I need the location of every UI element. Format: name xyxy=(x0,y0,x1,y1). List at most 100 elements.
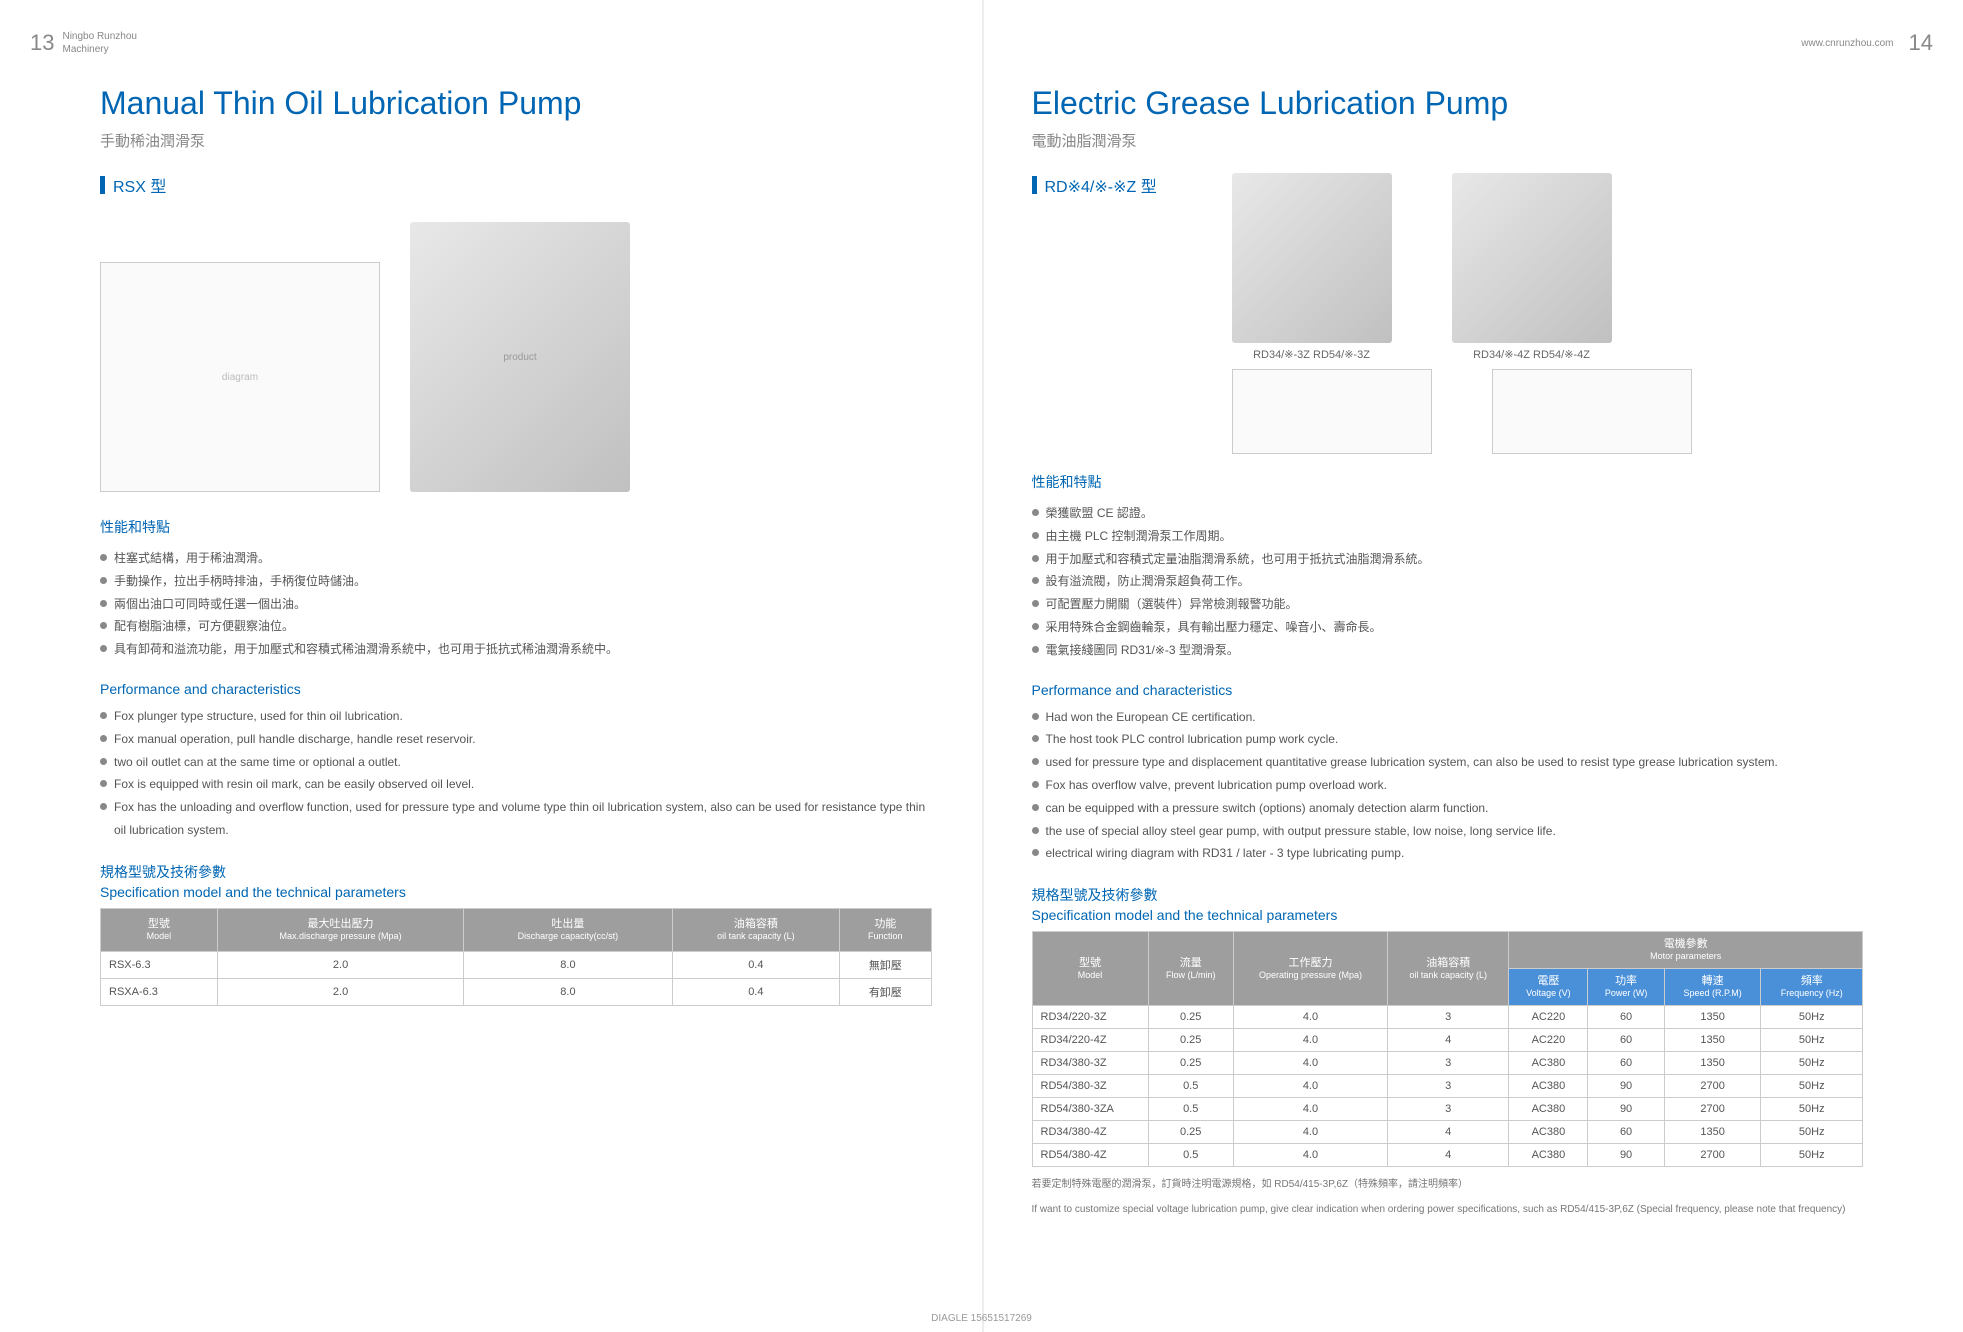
table-cell: 8.0 xyxy=(464,951,672,978)
product-col-1: RD34/※-3Z RD54/※-3Z xyxy=(1232,173,1392,361)
table-row: RD34/220-3Z0.254.03AC22060135050Hz xyxy=(1032,1006,1863,1029)
page-title-right: Electric Grease Lubrication Pump xyxy=(1032,85,1864,122)
list-item: Fox has the unloading and overflow funct… xyxy=(100,796,932,842)
table-header: 油箱容積oil tank capacity (L) xyxy=(672,908,840,951)
list-item: used for pressure type and displacement … xyxy=(1032,751,1864,774)
list-item: 電氣接綫圖同 RD31/※-3 型潤滑泵。 xyxy=(1032,639,1864,662)
table-cell: 1350 xyxy=(1664,1006,1761,1029)
table-cell: 0.5 xyxy=(1148,1144,1233,1167)
table-row: RSXA-6.32.08.00.4有卸壓 xyxy=(101,978,932,1005)
model-name-left: RSX 型 xyxy=(113,173,166,197)
technical-diagram-left: diagram xyxy=(100,262,380,492)
table-cell: 0.25 xyxy=(1148,1006,1233,1029)
table-header: 最大吐出壓力Max.discharge pressure (Mpa) xyxy=(217,908,463,951)
product-photo-1 xyxy=(1232,173,1392,343)
footnote-cn: 若要定制特殊電壓的潤滑泵，訂貨時注明電源規格，如 RD54/415-3P,6Z（… xyxy=(1032,1177,1864,1192)
table-cell: 90 xyxy=(1588,1144,1664,1167)
accent-bar-icon xyxy=(100,176,105,194)
catalog-spread: 13 Ningbo Runzhou Machinery Manual Thin … xyxy=(0,0,1963,1332)
table-header: 電機參數 Motor parameters xyxy=(1509,932,1863,969)
table-cell: RSX-6.3 xyxy=(101,951,218,978)
features-cn-list-left: 柱塞式結構，用于稀油潤滑。手動操作，拉出手柄時排油，手柄復位時儲油。兩個出油口可… xyxy=(100,547,932,661)
table-header: 吐出量Discharge capacity(cc/st) xyxy=(464,908,672,951)
table-cell: 50Hz xyxy=(1761,1006,1863,1029)
features-en-list-left: Fox plunger type structure, used for thi… xyxy=(100,705,932,842)
model-header-left: RSX 型 xyxy=(100,173,932,197)
table-cell: AC380 xyxy=(1509,1144,1588,1167)
table-cell: 60 xyxy=(1588,1052,1664,1075)
page-number-left: 13 xyxy=(30,30,54,56)
table-cell: RD54/380-3ZA xyxy=(1032,1098,1148,1121)
table-header: 流量 Flow (L/min) xyxy=(1148,932,1233,1006)
table-cell: 60 xyxy=(1588,1121,1664,1144)
table-cell: 0.25 xyxy=(1148,1029,1233,1052)
table-cell: 50Hz xyxy=(1761,1029,1863,1052)
table-cell: 0.4 xyxy=(672,951,840,978)
table-cell: AC380 xyxy=(1509,1098,1588,1121)
table-subheader: 功率Power (W) xyxy=(1588,969,1664,1006)
list-item: Had won the European CE certification. xyxy=(1032,706,1864,729)
table-cell: RD34/380-4Z xyxy=(1032,1121,1148,1144)
list-item: two oil outlet can at the same time or o… xyxy=(100,751,932,774)
list-item: 可配置壓力開關（選裝件）异常檢測報警功能。 xyxy=(1032,593,1864,616)
features-en-list-right: Had won the European CE certification.Th… xyxy=(1032,706,1864,866)
table-row: RSX-6.32.08.00.4無卸壓 xyxy=(101,951,932,978)
table-cell: 0.25 xyxy=(1148,1121,1233,1144)
table-subheader: 轉速Speed (R.P.M) xyxy=(1664,969,1761,1006)
table-cell: 90 xyxy=(1588,1075,1664,1098)
table-cell: 0.5 xyxy=(1148,1098,1233,1121)
list-item: electrical wiring diagram with RD31 / la… xyxy=(1032,842,1864,865)
table-cell: 50Hz xyxy=(1761,1144,1863,1167)
table-cell: 4.0 xyxy=(1233,1098,1387,1121)
table-cell: 有卸壓 xyxy=(840,978,931,1005)
spec-cn-header-left: 規格型號及技術參數 xyxy=(100,862,932,882)
table-cell: 4.0 xyxy=(1233,1075,1387,1098)
list-item: 柱塞式結構，用于稀油潤滑。 xyxy=(100,547,932,570)
table-cell: 50Hz xyxy=(1761,1121,1863,1144)
company-name: Ningbo Runzhou Machinery xyxy=(62,30,137,56)
technical-diagram-r2 xyxy=(1492,369,1692,454)
table-cell: 60 xyxy=(1588,1006,1664,1029)
table-cell: 4 xyxy=(1388,1121,1509,1144)
table-row: RD34/220-4Z0.254.04AC22060135050Hz xyxy=(1032,1029,1863,1052)
table-cell: AC220 xyxy=(1509,1006,1588,1029)
product-label-1: RD34/※-3Z RD54/※-3Z xyxy=(1232,348,1392,361)
table-cell: 0.5 xyxy=(1148,1075,1233,1098)
table-cell: RD34/220-3Z xyxy=(1032,1006,1148,1029)
features-cn-list-right: 榮獲歐盟 CE 認證。由主機 PLC 控制潤滑泵工作周期。用于加壓式和容積式定量… xyxy=(1032,502,1864,662)
table-cell: 4 xyxy=(1388,1144,1509,1167)
features-cn-header-left: 性能和特點 xyxy=(100,517,932,537)
table-cell: 無卸壓 xyxy=(840,951,931,978)
table-header: 型號Model xyxy=(101,908,218,951)
table-subheader: 頻率Frequency (Hz) xyxy=(1761,969,1863,1006)
table-cell: 4.0 xyxy=(1233,1052,1387,1075)
footer-code: DIAGLE 15651517269 xyxy=(931,1313,1032,1324)
page-number-right: 14 xyxy=(1909,30,1933,56)
table-row: RD34/380-4Z0.254.04AC38060135050Hz xyxy=(1032,1121,1863,1144)
table-cell: 50Hz xyxy=(1761,1098,1863,1121)
table-cell: RSXA-6.3 xyxy=(101,978,218,1005)
table-cell: AC220 xyxy=(1509,1029,1588,1052)
table-cell: 1350 xyxy=(1664,1052,1761,1075)
table-row: RD34/380-3Z0.254.03AC38060135050Hz xyxy=(1032,1052,1863,1075)
table-header: 油箱容積 oil tank capacity (L) xyxy=(1388,932,1509,1006)
technical-diagram-r1 xyxy=(1232,369,1432,454)
list-item: Fox manual operation, pull handle discha… xyxy=(100,728,932,751)
list-item: 具有卸荷和溢流功能，用于加壓式和容積式稀油潤滑系統中，也可用于抵抗式稀油潤滑系統… xyxy=(100,638,932,661)
table-row: RD54/380-3ZA0.54.03AC38090270050Hz xyxy=(1032,1098,1863,1121)
product-col-2: RD34/※-4Z RD54/※-4Z xyxy=(1452,173,1612,361)
table-cell: 2.0 xyxy=(217,978,463,1005)
list-item: 由主機 PLC 控制潤滑泵工作周期。 xyxy=(1032,525,1864,548)
product-photo-left: product xyxy=(410,222,630,492)
table-cell: 4.0 xyxy=(1233,1144,1387,1167)
table-header: 型號 Model xyxy=(1032,932,1148,1006)
table-cell: 4.0 xyxy=(1233,1029,1387,1052)
accent-bar-icon xyxy=(1032,176,1037,194)
table-cell: AC380 xyxy=(1509,1052,1588,1075)
spec-cn-header-right: 規格型號及技術參數 xyxy=(1032,885,1864,905)
table-header: 工作壓力 Operating pressure (Mpa) xyxy=(1233,932,1387,1006)
table-row: RD54/380-4Z0.54.04AC38090270050Hz xyxy=(1032,1144,1863,1167)
table-row: RD54/380-3Z0.54.03AC38090270050Hz xyxy=(1032,1075,1863,1098)
list-item: 采用特殊合金鋼齒輪泵，具有輸出壓力穩定、噪音小、壽命長。 xyxy=(1032,616,1864,639)
list-item: 手動操作，拉出手柄時排油，手柄復位時儲油。 xyxy=(100,570,932,593)
